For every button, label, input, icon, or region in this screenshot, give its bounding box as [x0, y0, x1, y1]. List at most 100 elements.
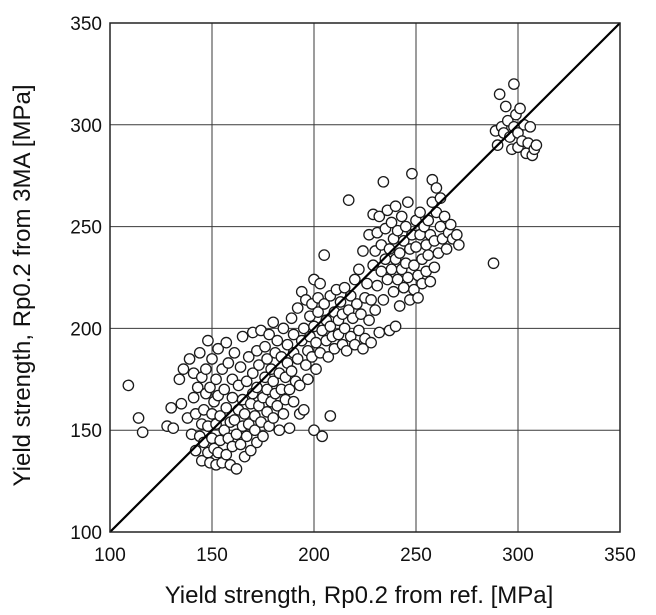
data-point: [444, 218, 457, 231]
data-point: [393, 300, 406, 312]
data-point: [293, 379, 306, 392]
data-point: [499, 100, 512, 113]
data-point: [406, 167, 418, 180]
data-point: [177, 363, 190, 375]
data-point: [226, 391, 239, 404]
data-point: [299, 359, 312, 371]
data-point: [261, 353, 273, 365]
data-point: [122, 379, 135, 392]
data-point: [259, 340, 271, 353]
data-point: [267, 316, 280, 329]
y-tick-label: 200: [70, 319, 102, 340]
data-point: [438, 210, 451, 223]
x-tick-label: 300: [502, 545, 534, 566]
data-point: [238, 408, 251, 420]
data-point: [228, 414, 241, 426]
data-point: [165, 401, 178, 414]
data-point: [348, 273, 361, 286]
data-point: [314, 277, 326, 290]
data-point: [393, 247, 406, 259]
y-tick-label: 350: [70, 14, 102, 35]
data-point: [271, 399, 284, 412]
data-point: [324, 410, 337, 422]
x-tick-label: 250: [400, 545, 432, 566]
data-point: [291, 302, 304, 314]
data-point: [242, 351, 255, 363]
data-point: [355, 308, 367, 320]
data-point: [350, 298, 363, 310]
reference-line: [109, 22, 621, 533]
x-tick-label: 350: [604, 545, 636, 566]
data-point: [285, 312, 298, 325]
data-point: [200, 363, 212, 375]
data-point: [210, 373, 222, 386]
data-point: [220, 448, 233, 461]
data-point: [363, 314, 375, 327]
data-point: [371, 279, 384, 292]
data-point: [244, 444, 257, 457]
x-tick-label: 150: [196, 545, 228, 566]
x-tick-label: 200: [298, 545, 330, 566]
data-point: [187, 391, 200, 404]
data-point: [267, 412, 280, 424]
x-tick-label: 100: [94, 545, 126, 566]
data-point: [353, 263, 365, 276]
x-axis-title: Yield strength, Rp0.2 from ref. [MPa]: [165, 582, 554, 609]
y-tick-label: 300: [70, 116, 102, 137]
y-tick-label: 250: [70, 218, 102, 239]
data-point: [530, 139, 543, 152]
y-tick-label: 150: [70, 421, 102, 442]
data-point: [167, 422, 180, 435]
data-point: [385, 216, 398, 229]
data-point: [377, 175, 390, 188]
data-point: [365, 336, 377, 349]
data-point: [236, 330, 249, 343]
data-point: [381, 273, 394, 286]
data-point: [297, 403, 310, 416]
data-point: [385, 263, 398, 276]
data-point: [369, 304, 382, 316]
y-axis-title: Yield strength, Rp0.2 from 3MA [MPa]: [9, 85, 36, 487]
data-point: [248, 424, 261, 437]
data-point: [412, 292, 424, 304]
data-point: [414, 206, 426, 219]
data-point: [240, 430, 253, 443]
data-point: [263, 328, 275, 341]
data-point: [508, 78, 520, 90]
data-point: [514, 102, 526, 115]
data-point: [212, 342, 224, 355]
data-point: [251, 381, 263, 394]
data-point: [401, 271, 414, 284]
data-point: [318, 298, 331, 310]
data-point: [493, 88, 506, 101]
data-point: [234, 361, 247, 373]
y-tick-label: 100: [70, 523, 102, 544]
data-point: [422, 249, 435, 261]
data-point: [357, 245, 369, 257]
data-points: [122, 78, 543, 475]
data-point: [183, 353, 196, 365]
data-point: [228, 346, 241, 359]
x-tick-labels: 100 150 200 250 300 350: [94, 545, 636, 566]
data-point: [524, 120, 537, 133]
data-point: [285, 365, 298, 378]
data-point: [136, 426, 149, 439]
data-point: [316, 430, 329, 443]
data-point: [277, 408, 290, 420]
data-point: [191, 381, 204, 394]
data-point: [365, 294, 377, 306]
data-point: [395, 210, 408, 223]
y-tick-labels: 100 150 200 250 300 350: [70, 14, 102, 544]
data-point: [283, 383, 296, 396]
data-point: [342, 194, 355, 206]
data-point: [353, 324, 365, 337]
data-point: [338, 281, 351, 294]
data-point: [397, 235, 410, 247]
data-point: [271, 334, 284, 347]
data-point: [424, 275, 437, 288]
data-point: [230, 463, 243, 475]
data-point: [408, 259, 420, 272]
data-point: [222, 357, 235, 369]
data-point: [220, 336, 233, 349]
